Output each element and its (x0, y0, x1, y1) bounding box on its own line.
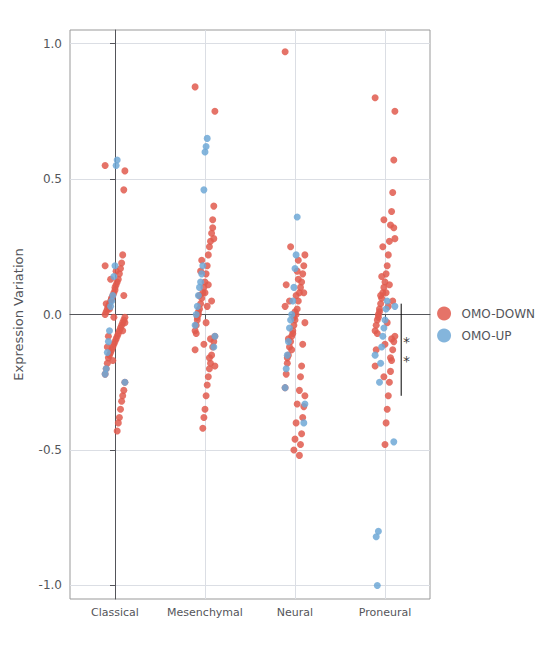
svg-text:*: * (403, 334, 410, 350)
svg-text:-0.5: -0.5 (39, 443, 62, 457)
svg-text:Classical: Classical (91, 606, 139, 619)
svg-text:1.0: 1.0 (43, 37, 62, 51)
svg-text:OMO-UP: OMO-UP (462, 329, 512, 343)
svg-text:OMO-DOWN: OMO-DOWN (462, 307, 535, 321)
svg-text:0.0: 0.0 (43, 308, 62, 322)
svg-text:*: * (403, 353, 410, 369)
svg-text:Mesenchymal: Mesenchymal (167, 606, 243, 619)
svg-text:0.5: 0.5 (43, 172, 62, 186)
svg-text:Proneural: Proneural (359, 606, 411, 619)
svg-text:Expression Variation: Expression Variation (11, 248, 26, 380)
svg-text:Neural: Neural (277, 606, 313, 619)
svg-text:-1.0: -1.0 (39, 578, 62, 592)
